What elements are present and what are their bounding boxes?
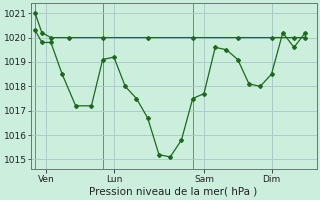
X-axis label: Pression niveau de la mer( hPa ): Pression niveau de la mer( hPa ) bbox=[90, 187, 258, 197]
